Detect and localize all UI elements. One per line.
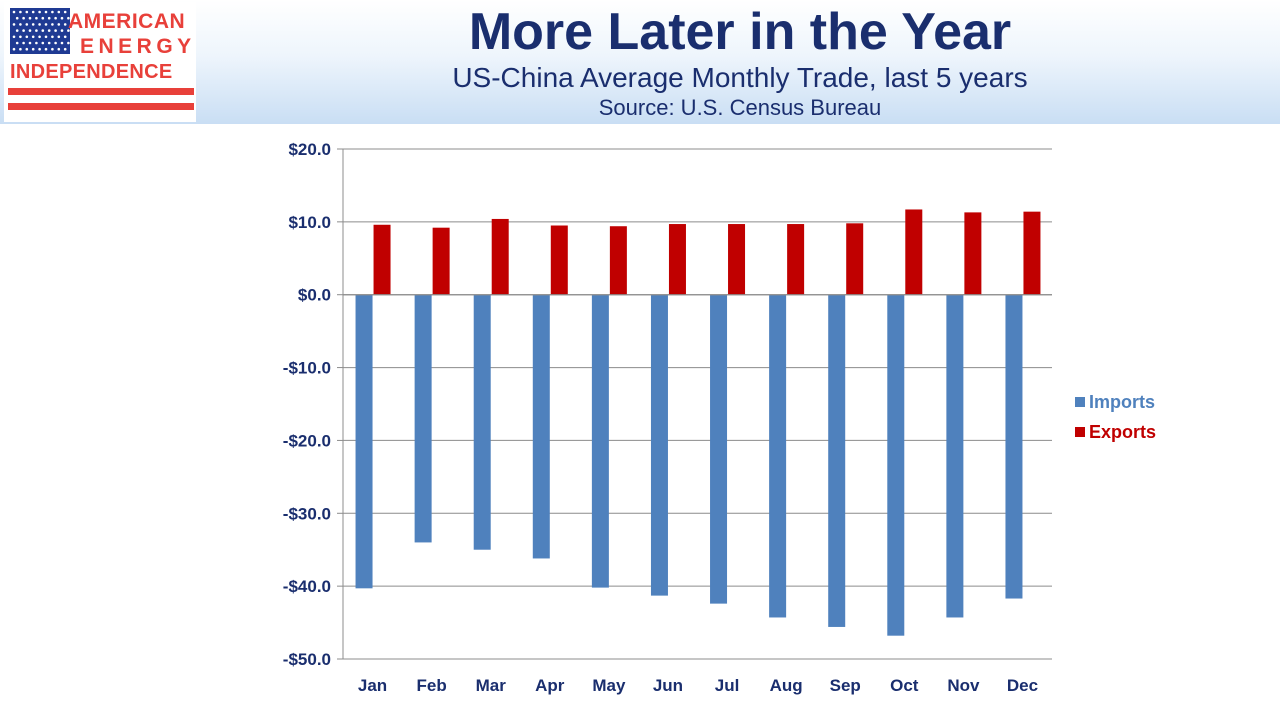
american-energy-independence-logo: AMERICAN ENERGY INDEPENDENCE <box>4 2 196 122</box>
flag-icon <box>8 8 194 110</box>
bar-exports-sep <box>846 223 864 295</box>
bar-imports-mar <box>473 294 491 550</box>
bar-imports-jul <box>710 294 728 604</box>
bar-imports-may <box>591 294 609 588</box>
x-tick-label-feb: Feb <box>417 676 447 695</box>
x-tick-label-dec: Dec <box>1007 676 1038 695</box>
x-tick-label-sep: Sep <box>830 676 861 695</box>
bar-exports-aug <box>787 224 805 295</box>
y-tick-label: -$20.0 <box>283 431 331 450</box>
bar-imports-dec <box>1005 294 1023 599</box>
y-tick-label: -$40.0 <box>283 577 331 596</box>
bar-exports-apr <box>550 225 568 295</box>
bar-imports-jan <box>355 294 373 589</box>
logo-text-independence: INDEPENDENCE <box>10 61 173 83</box>
x-tick-label-may: May <box>592 676 626 695</box>
header-banner: AMERICAN ENERGY INDEPENDENCE More Later … <box>0 0 1280 124</box>
y-tick-label: $10.0 <box>288 213 331 232</box>
bar-exports-jun <box>668 224 686 295</box>
legend-label-exports: Exports <box>1089 422 1156 442</box>
bar-imports-apr <box>532 294 550 559</box>
x-tick-label-apr: Apr <box>535 676 565 695</box>
bar-exports-jan <box>373 224 391 295</box>
bar-imports-jun <box>650 294 668 596</box>
page-title: More Later in the Year <box>468 3 1012 61</box>
logo-text-american: AMERICAN <box>68 10 186 33</box>
logo-text-energy: ENERGY <box>80 35 196 58</box>
x-tick-label-jul: Jul <box>715 676 740 695</box>
legend-label-imports: Imports <box>1089 392 1155 412</box>
x-tick-label-jun: Jun <box>653 676 683 695</box>
legend-swatch-exports <box>1075 427 1085 437</box>
bar-exports-mar <box>491 218 509 295</box>
bar-exports-may <box>609 226 627 295</box>
bar-exports-oct <box>905 209 923 295</box>
x-tick-label-jan: Jan <box>358 676 387 695</box>
bar-exports-nov <box>964 212 982 295</box>
chart-source: Source: U.S. Census Bureau <box>598 95 882 120</box>
y-tick-label: -$30.0 <box>283 504 331 523</box>
bar-imports-aug <box>769 294 787 618</box>
x-tick-label-oct: Oct <box>890 676 919 695</box>
bar-exports-jul <box>728 224 746 295</box>
x-tick-label-mar: Mar <box>476 676 507 695</box>
x-tick-label-aug: Aug <box>770 676 803 695</box>
bar-exports-dec <box>1023 211 1041 295</box>
bar-exports-feb <box>432 227 450 295</box>
bar-imports-sep <box>828 294 846 627</box>
y-tick-label: -$50.0 <box>283 650 331 669</box>
bar-imports-oct <box>887 294 905 636</box>
y-tick-label: -$10.0 <box>283 359 331 378</box>
bar-imports-feb <box>414 294 432 543</box>
y-tick-label: $0.0 <box>298 286 331 305</box>
legend-swatch-imports <box>1075 397 1085 407</box>
x-tick-label-nov: Nov <box>947 676 980 695</box>
y-tick-label: $20.0 <box>288 140 331 159</box>
chart-subtitle: US-China Average Monthly Trade, last 5 y… <box>452 62 1028 93</box>
bar-imports-nov <box>946 294 964 618</box>
